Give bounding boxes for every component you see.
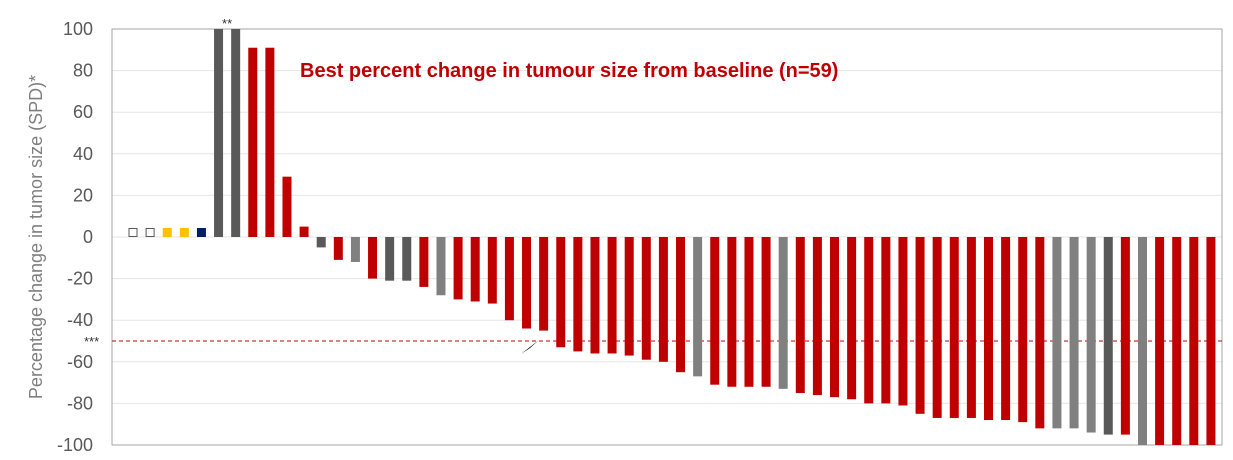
bar [778,237,788,389]
bar [864,237,874,404]
bar [1052,237,1062,429]
bar [522,237,532,329]
y-tick-label: 0 [83,227,93,247]
y-tick-label: -60 [67,352,93,372]
bar [966,237,976,418]
plot-frame [111,28,1223,446]
bar [607,237,617,354]
bar [761,237,771,387]
bar [248,47,258,237]
arrow-icon [521,340,539,354]
bar [812,237,822,396]
y-axis-ticks: 100 80 60 40 20 0 -20 -40 -60 -80 -100 [57,19,93,455]
bar [316,237,326,248]
bar [573,237,583,352]
marker-square [196,228,206,237]
bar [350,237,360,262]
bar [676,237,686,373]
bar [453,237,463,300]
bar-annotation: ** [222,16,232,31]
marker-square [145,228,155,237]
y-tick-label: 60 [73,102,93,122]
y-tick-label: 80 [73,61,93,81]
bar [487,237,497,304]
bar [282,176,292,237]
bar [949,237,959,418]
marker-square [179,228,189,237]
bar [1172,237,1182,445]
bar [915,237,925,414]
bar [932,237,942,418]
bar [847,237,857,400]
bar [1086,237,1096,433]
bar [556,237,566,348]
bar [504,237,514,321]
bar [402,237,412,281]
bar [710,237,720,385]
bar [641,237,651,360]
marker-square [128,228,138,237]
threshold-label: *** [84,334,99,349]
bar [830,237,840,398]
bar [1155,237,1165,445]
bar [795,237,805,393]
bar [419,237,429,287]
bar [624,237,634,356]
bar [1206,237,1216,445]
y-tick-label: 100 [63,19,93,39]
bar [368,237,378,279]
bar [333,237,343,260]
y-tick-label: 40 [73,144,93,164]
y-tick-label: -100 [57,435,93,455]
bar [1137,237,1147,445]
bar [436,237,446,296]
bar [470,237,480,302]
bar [898,237,908,406]
bar [265,47,275,237]
bar [1001,237,1011,421]
y-axis-label: Percentage change in tumor size (SPD)* [26,75,46,399]
bar [693,237,703,377]
bar [727,237,737,387]
bar [231,29,241,237]
bar [385,237,395,281]
bar [299,226,309,237]
bar [1120,237,1130,435]
bar [984,237,993,421]
bar [658,237,668,362]
y-tick-label: -80 [67,393,93,413]
y-tick-label: 20 [73,185,93,205]
bars [214,29,1216,445]
bar [214,29,224,237]
chart-title: Best percent change in tumour size from … [300,60,838,82]
y-tick-label: -20 [67,269,93,289]
bar [1018,237,1028,423]
bar [881,237,891,404]
bar [1035,237,1045,429]
bar [1189,237,1199,445]
marker-square [162,228,172,237]
bar [1069,237,1079,429]
bar [590,237,600,354]
bar [1103,237,1113,435]
bar [539,237,549,331]
marker-squares [128,228,206,237]
y-tick-label: -40 [67,310,93,330]
bar [744,237,754,387]
